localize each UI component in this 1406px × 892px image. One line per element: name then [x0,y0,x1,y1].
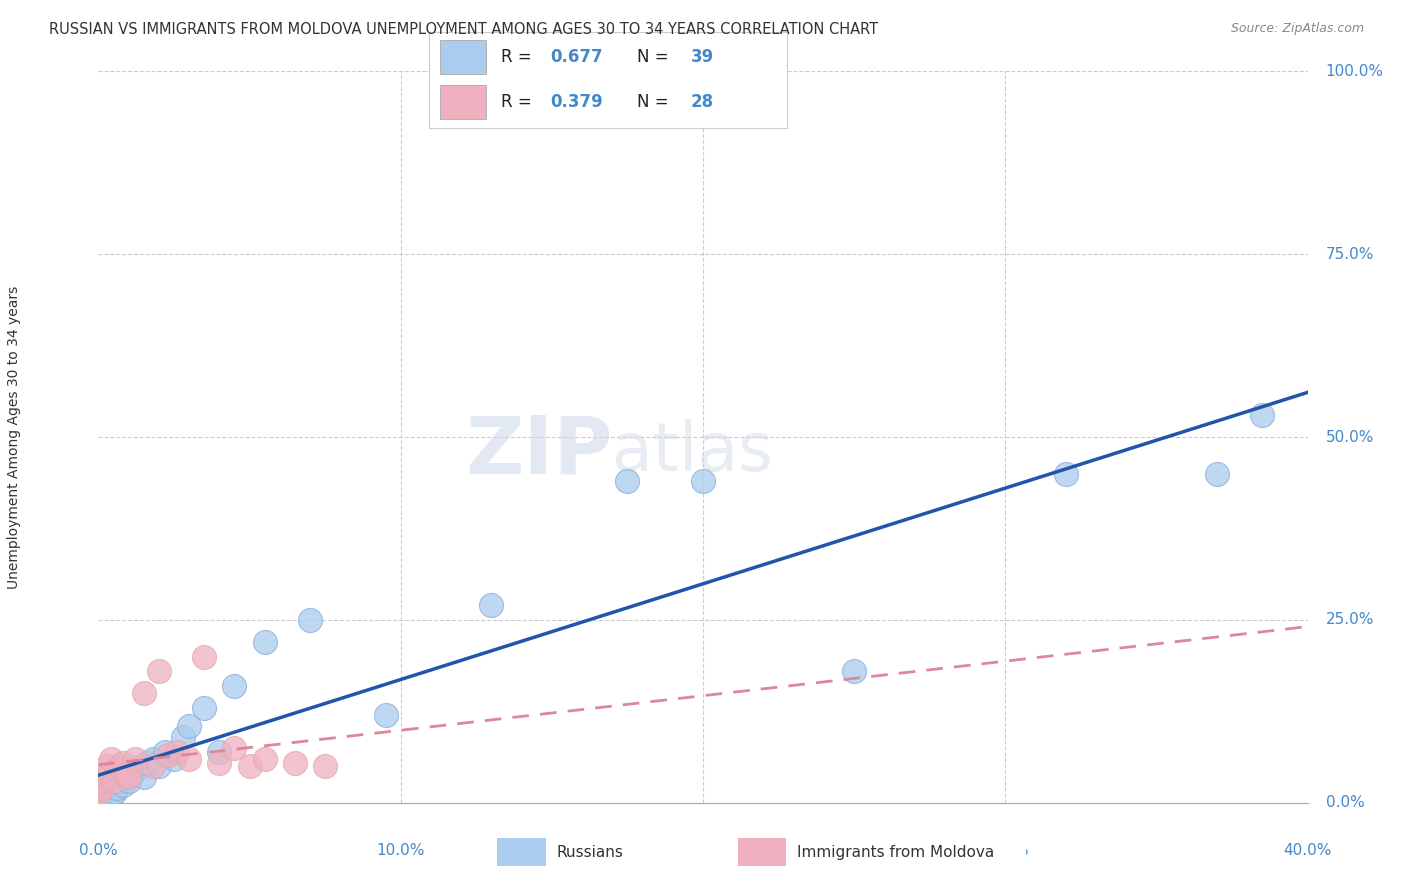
Russians [93,781,115,796]
Immigrants from Moldova [224,740,246,755]
Immigrants from Moldova [98,766,121,780]
Immigrants from Moldova [93,766,115,780]
Text: 50.0%: 50.0% [1326,430,1374,444]
Text: 25.0%: 25.0% [1326,613,1374,627]
Immigrants from Moldova [90,781,112,796]
Bar [498,838,546,866]
Immigrants from Moldova [132,686,155,700]
Russians [100,781,122,796]
Russians [124,763,146,777]
Immigrants from Moldova [91,773,114,788]
Text: 0.0%: 0.0% [79,843,118,858]
Immigrants from Moldova [118,770,141,784]
Immigrants from Moldova [253,752,276,766]
Russians [135,756,157,770]
Russians [114,770,136,784]
Text: 30.0%: 30.0% [981,843,1029,858]
Text: Russians: Russians [557,845,623,860]
Text: 28: 28 [690,94,714,112]
Russians [224,679,246,693]
Russians [103,773,125,788]
Russians [179,719,201,733]
Text: 40.0%: 40.0% [1284,843,1331,858]
Text: Unemployment Among Ages 30 to 34 years: Unemployment Among Ages 30 to 34 years [7,285,21,589]
Russians [163,752,186,766]
Text: N =: N = [637,48,673,66]
Russians [153,745,176,759]
Text: R =: R = [501,94,537,112]
Text: 0.379: 0.379 [551,94,603,112]
Text: 0.0%: 0.0% [1326,796,1364,810]
Russians [121,766,143,780]
Bar [440,40,486,73]
Immigrants from Moldova [239,759,262,773]
Text: N =: N = [637,94,673,112]
Immigrants from Moldova [156,748,179,763]
Russians [94,789,117,803]
Bar [738,838,786,866]
Russians [90,789,112,803]
Russians [111,777,134,792]
Immigrants from Moldova [96,759,118,773]
Russians [91,785,114,799]
Immigrants from Moldova [89,785,111,799]
Russians [1206,467,1229,481]
Russians [616,474,638,488]
Text: Source: ZipAtlas.com: Source: ZipAtlas.com [1230,22,1364,36]
Russians [692,474,714,488]
Text: atlas: atlas [613,418,773,484]
Immigrants from Moldova [193,649,215,664]
Russians [98,785,121,799]
Text: 39: 39 [690,48,714,66]
Text: Immigrants from Moldova: Immigrants from Moldova [797,845,994,860]
Text: 75.0%: 75.0% [1326,247,1374,261]
Immigrants from Moldova [314,759,336,773]
Text: 10.0%: 10.0% [377,843,425,858]
Russians [101,789,124,803]
Bar [440,85,486,119]
Immigrants from Moldova [284,756,307,770]
Russians [172,730,194,744]
Russians [108,773,131,788]
Russians [104,785,127,799]
Russians [193,700,215,714]
Immigrants from Moldova [208,756,231,770]
Russians [129,759,152,773]
Immigrants from Moldova [111,756,134,770]
Text: 100.0%: 100.0% [1326,64,1384,78]
Russians [132,770,155,784]
Text: RUSSIAN VS IMMIGRANTS FROM MOLDOVA UNEMPLOYMENT AMONG AGES 30 TO 34 YEARS CORREL: RUSSIAN VS IMMIGRANTS FROM MOLDOVA UNEMP… [49,22,879,37]
Russians [481,599,503,613]
Immigrants from Moldova [124,752,146,766]
Immigrants from Moldova [114,766,136,780]
Immigrants from Moldova [94,770,117,784]
Immigrants from Moldova [108,759,131,773]
Text: 0.677: 0.677 [551,48,603,66]
Russians [253,635,276,649]
Immigrants from Moldova [179,752,201,766]
Russians [105,781,128,796]
Immigrants from Moldova [142,759,165,773]
Russians [96,777,118,792]
Immigrants from Moldova [166,745,188,759]
Russians [1054,467,1077,481]
Russians [208,745,231,759]
Text: R =: R = [501,48,537,66]
Russians [844,664,866,678]
Immigrants from Moldova [105,763,128,777]
Immigrants from Moldova [100,752,122,766]
Text: ZIP: ZIP [465,413,613,491]
Immigrants from Moldova [148,664,170,678]
Russians [142,752,165,766]
Russians [1251,408,1274,422]
Immigrants from Moldova [103,773,125,788]
Russians [374,708,396,723]
Russians [148,759,170,773]
Russians [299,613,322,627]
Text: 20.0%: 20.0% [679,843,727,858]
Russians [118,773,141,788]
